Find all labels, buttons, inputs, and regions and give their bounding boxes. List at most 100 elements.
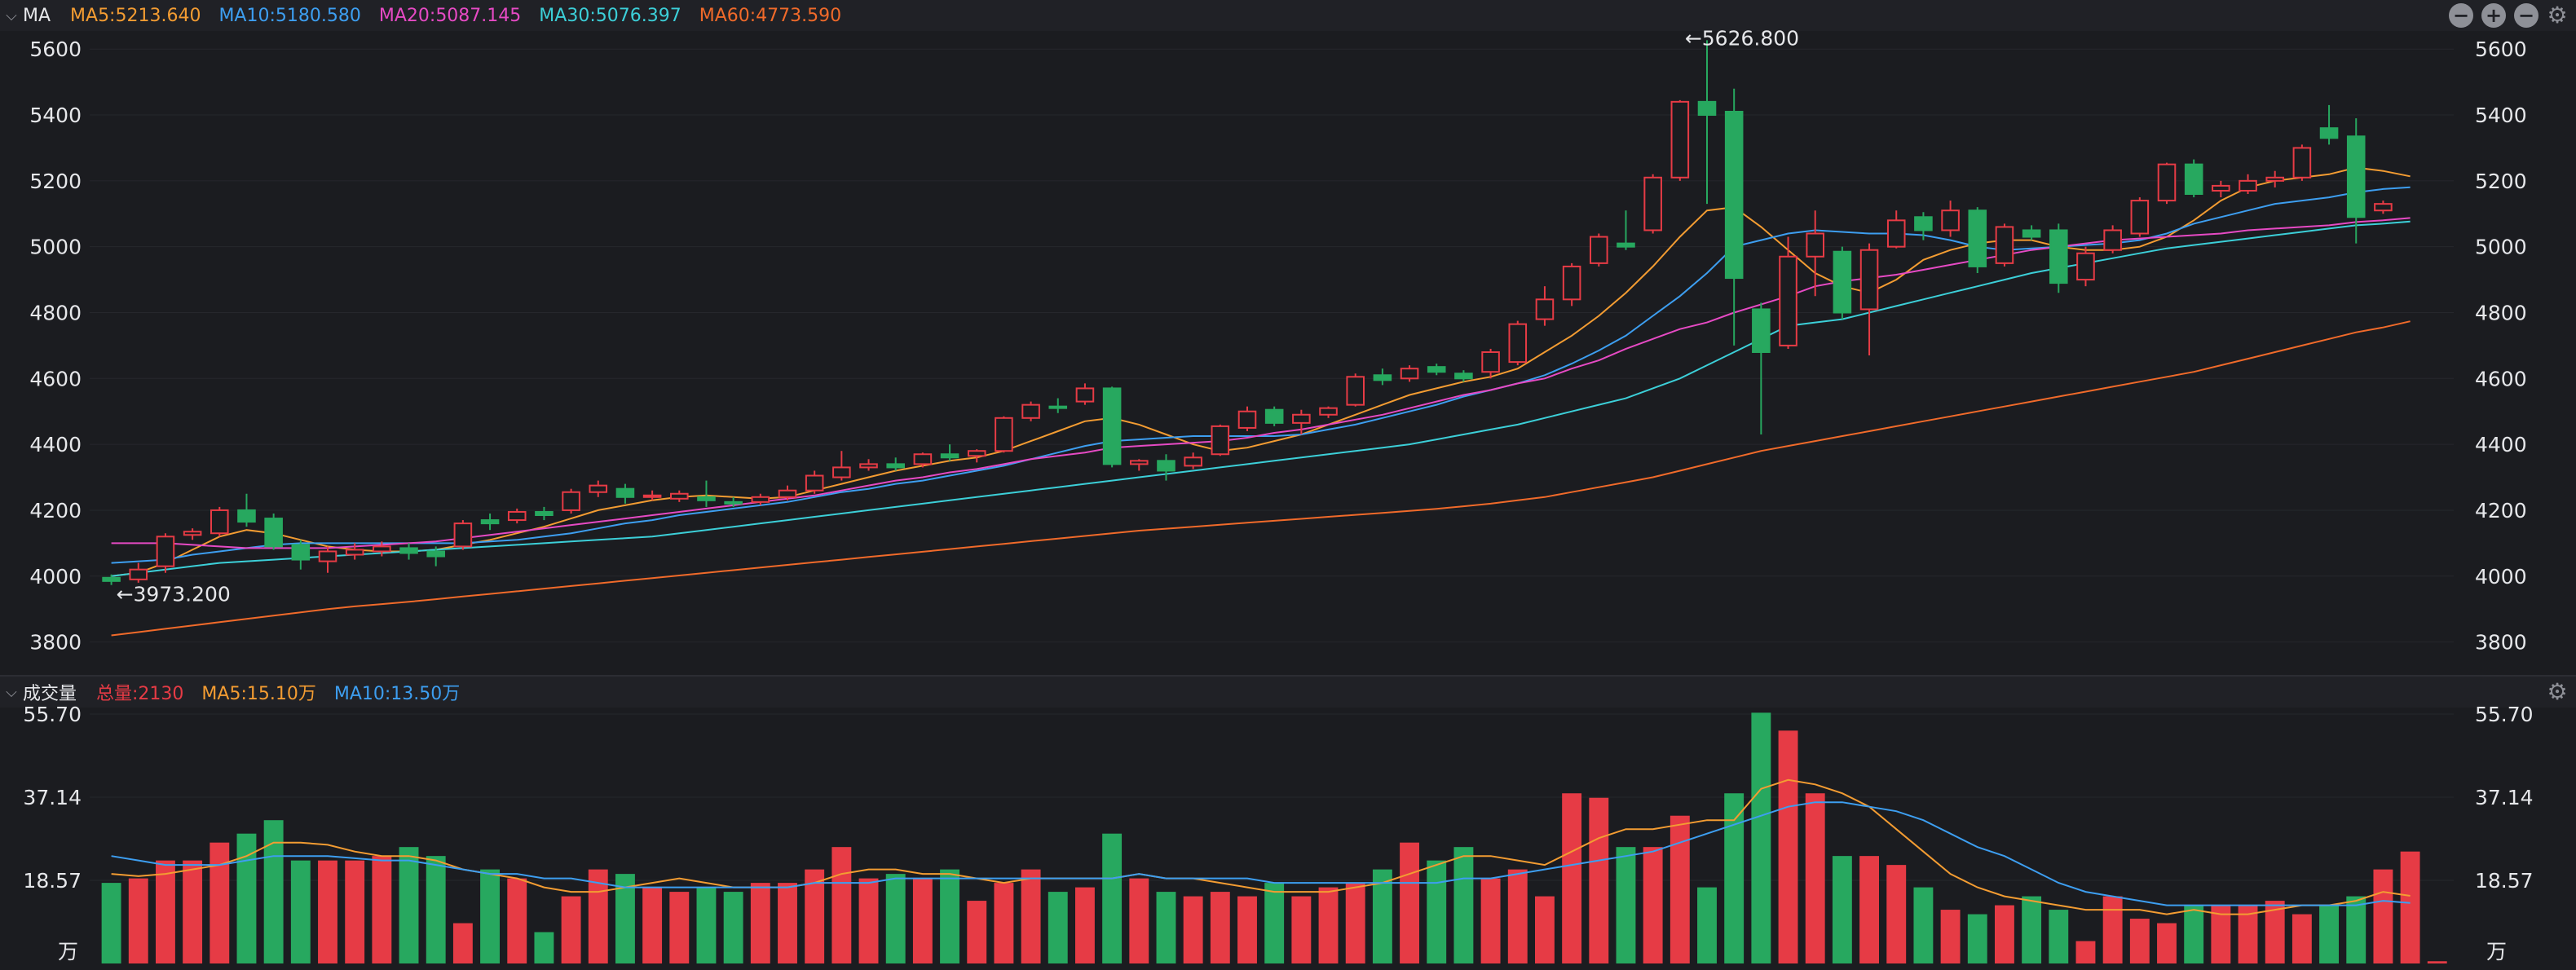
volume-bar bbox=[183, 860, 203, 963]
volume-bar bbox=[534, 932, 554, 963]
candle-body bbox=[1643, 176, 1662, 231]
volume-bar bbox=[426, 856, 446, 963]
candle-body bbox=[2103, 229, 2122, 251]
volume-bar bbox=[750, 883, 770, 963]
gear-icon[interactable]: ⚙ bbox=[2547, 678, 2568, 705]
ma5-line bbox=[111, 166, 2411, 577]
volume-bar bbox=[1697, 887, 1717, 963]
ma20-line bbox=[111, 217, 2411, 549]
volume-bar bbox=[1751, 712, 1771, 963]
volume-bar bbox=[1048, 892, 1068, 963]
volume-bar bbox=[1345, 883, 1365, 963]
candle-body bbox=[2292, 147, 2312, 179]
candle-body bbox=[886, 463, 905, 469]
candle-body bbox=[1968, 209, 1987, 267]
volume-bar bbox=[994, 883, 1014, 963]
candle-body bbox=[805, 474, 824, 492]
volume-bar bbox=[2400, 851, 2420, 963]
volume-bar bbox=[1859, 856, 1880, 963]
candle-body bbox=[1833, 250, 1852, 314]
candle-body bbox=[832, 466, 851, 478]
ma60-legend: MA60:4773.590 bbox=[699, 5, 842, 26]
candle-body bbox=[129, 568, 148, 580]
volume-bar bbox=[1940, 910, 1961, 963]
price-panel-header: ⌵ MA MA5:5213.640 MA10:5180.580 MA20:508… bbox=[0, 0, 2576, 31]
volume-tick-label-right: 37.14 bbox=[2475, 786, 2534, 809]
price-tick-label-right: 4800 bbox=[2475, 301, 2527, 324]
candle-body bbox=[1617, 242, 1635, 248]
volume-bar bbox=[885, 874, 906, 963]
gear-icon[interactable]: ⚙ bbox=[2547, 2, 2568, 29]
price-tick-label-left: 5200 bbox=[29, 170, 82, 193]
volume-bar bbox=[2157, 923, 2177, 963]
price-tick-label-right: 5400 bbox=[2475, 104, 2527, 127]
volume-bar bbox=[1156, 892, 1176, 963]
collapse-chevron-icon[interactable]: ⌵ bbox=[6, 683, 17, 701]
volume-bar bbox=[2075, 941, 2096, 963]
volume-bar bbox=[318, 860, 337, 963]
add-icon[interactable]: + bbox=[2481, 3, 2506, 28]
volume-bar bbox=[1400, 842, 1420, 963]
price-tick-label-right: 4400 bbox=[2475, 433, 2527, 456]
volume-bar bbox=[2129, 919, 2150, 963]
price-tick-label-right: 4200 bbox=[2475, 499, 2527, 522]
volume-bar bbox=[1616, 847, 1636, 963]
volume-tick-label-left: 18.57 bbox=[23, 869, 82, 893]
candle-body bbox=[913, 453, 933, 465]
volume-bar bbox=[642, 887, 663, 963]
candle-body bbox=[2022, 229, 2041, 238]
candle-body bbox=[615, 487, 635, 498]
volume-bar bbox=[615, 874, 635, 963]
candle-body bbox=[1346, 376, 1365, 406]
volume-bar bbox=[2319, 905, 2340, 963]
candle-body bbox=[562, 491, 580, 511]
volume-tick-label-right: 18.57 bbox=[2475, 869, 2534, 893]
ma10-legend: MA10:5180.580 bbox=[218, 5, 361, 26]
volume-bar bbox=[805, 869, 825, 963]
volume-bar bbox=[1372, 869, 1392, 963]
volume-bar bbox=[1534, 896, 1555, 963]
minimize-icon[interactable]: − bbox=[2449, 3, 2473, 28]
volume-bar bbox=[263, 820, 284, 963]
candle-body bbox=[507, 510, 527, 522]
candle-body bbox=[859, 463, 878, 469]
ma5-legend: MA5:5213.640 bbox=[70, 5, 201, 26]
volume-bar bbox=[2238, 905, 2258, 963]
remove-icon[interactable]: − bbox=[2514, 3, 2539, 28]
candle-body bbox=[1427, 366, 1446, 373]
candle-body bbox=[1075, 387, 1095, 403]
candle-body bbox=[399, 547, 418, 554]
volume-bar bbox=[1453, 847, 1474, 963]
vol-ma5-legend: MA5:15.10万 bbox=[201, 684, 316, 704]
volume-bar bbox=[1480, 878, 1501, 963]
candle-body bbox=[751, 496, 770, 503]
collapse-chevron-icon[interactable]: ⌵ bbox=[6, 7, 17, 24]
volume-bar bbox=[480, 869, 501, 963]
volume-unit-right: 万 bbox=[2486, 940, 2507, 963]
volume-bar bbox=[2102, 896, 2123, 963]
volume-bar bbox=[2427, 961, 2447, 963]
candle-body bbox=[1697, 100, 1717, 117]
candle-body bbox=[1021, 403, 1040, 419]
candle-body bbox=[1562, 265, 1581, 301]
candle-body bbox=[210, 509, 229, 535]
volume-bar bbox=[1264, 883, 1285, 963]
candle-body bbox=[1048, 405, 1068, 409]
candle-body bbox=[1535, 298, 1555, 320]
volume-bar bbox=[858, 878, 879, 963]
extreme-price-annotation: ←3973.200 bbox=[117, 583, 231, 606]
volume-bar bbox=[372, 856, 392, 963]
volume-bar bbox=[507, 878, 527, 963]
candle-body bbox=[1724, 110, 1744, 280]
candle-body bbox=[480, 519, 500, 525]
candle-body bbox=[1508, 323, 1528, 364]
candle-body bbox=[1806, 232, 1824, 258]
candle-body bbox=[1292, 413, 1311, 424]
price-tick-label-right: 5000 bbox=[2475, 236, 2527, 259]
volume-ma5-line bbox=[111, 778, 2411, 915]
candle-body bbox=[1373, 374, 1392, 381]
volume-bar bbox=[831, 847, 852, 963]
volume-bar bbox=[1913, 887, 1934, 963]
